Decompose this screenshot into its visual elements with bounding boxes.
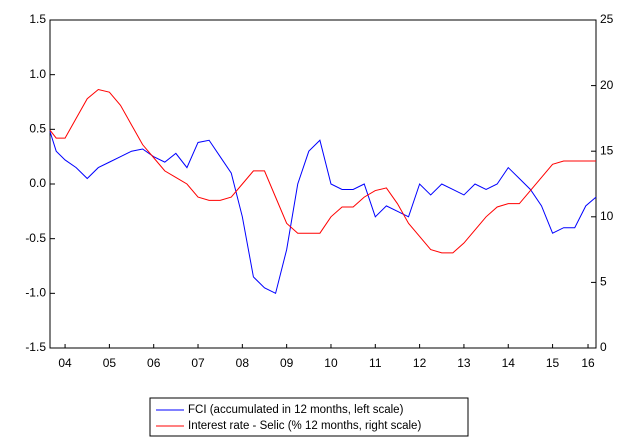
y2-tick-label: 10 (600, 209, 614, 223)
x-tick-label: 10 (324, 356, 338, 370)
y-tick-label: 0.0 (29, 176, 46, 190)
y2-tick-label: 15 (600, 143, 614, 157)
y2-tick-label: 20 (600, 78, 614, 92)
x-tick-label: 08 (236, 356, 250, 370)
y-tick-label: 1.0 (29, 67, 46, 81)
x-tick-label: 05 (103, 356, 117, 370)
series-line (49, 131, 597, 295)
y-tick-label: -0.5 (25, 231, 46, 245)
y2-tick-label: 25 (600, 12, 614, 26)
y-tick-label: -1.0 (25, 286, 46, 300)
x-tick-label: 11 (369, 356, 382, 370)
y-tick-label: -1.5 (25, 340, 46, 354)
y2-tick-label: 0 (600, 340, 607, 354)
series-line (49, 88, 596, 254)
x-tick-label: 09 (280, 356, 294, 370)
legend-box (149, 397, 469, 437)
x-tick-label: 06 (147, 356, 161, 370)
x-tick-label: 07 (191, 356, 205, 370)
plot-frame (49, 19, 597, 349)
y-tick-label: 1.5 (29, 12, 46, 26)
legend: FCI (accumulated in 12 months, left scal… (149, 397, 469, 437)
y-tick-label: 0.5 (29, 122, 46, 136)
x-tick-label: 14 (502, 356, 516, 370)
x-tick-label: 15 (546, 356, 560, 370)
x-tick-label: 16 (581, 356, 595, 370)
legend-label: Interest rate - Selic (% 12 months, righ… (188, 420, 421, 432)
x-tick-label: 12 (413, 356, 427, 370)
x-tick-label: 13 (457, 356, 471, 370)
y2-tick-label: 5 (600, 275, 607, 289)
x-tick-label: 04 (58, 356, 72, 370)
legend-label: FCI (accumulated in 12 months, left scal… (188, 404, 404, 416)
